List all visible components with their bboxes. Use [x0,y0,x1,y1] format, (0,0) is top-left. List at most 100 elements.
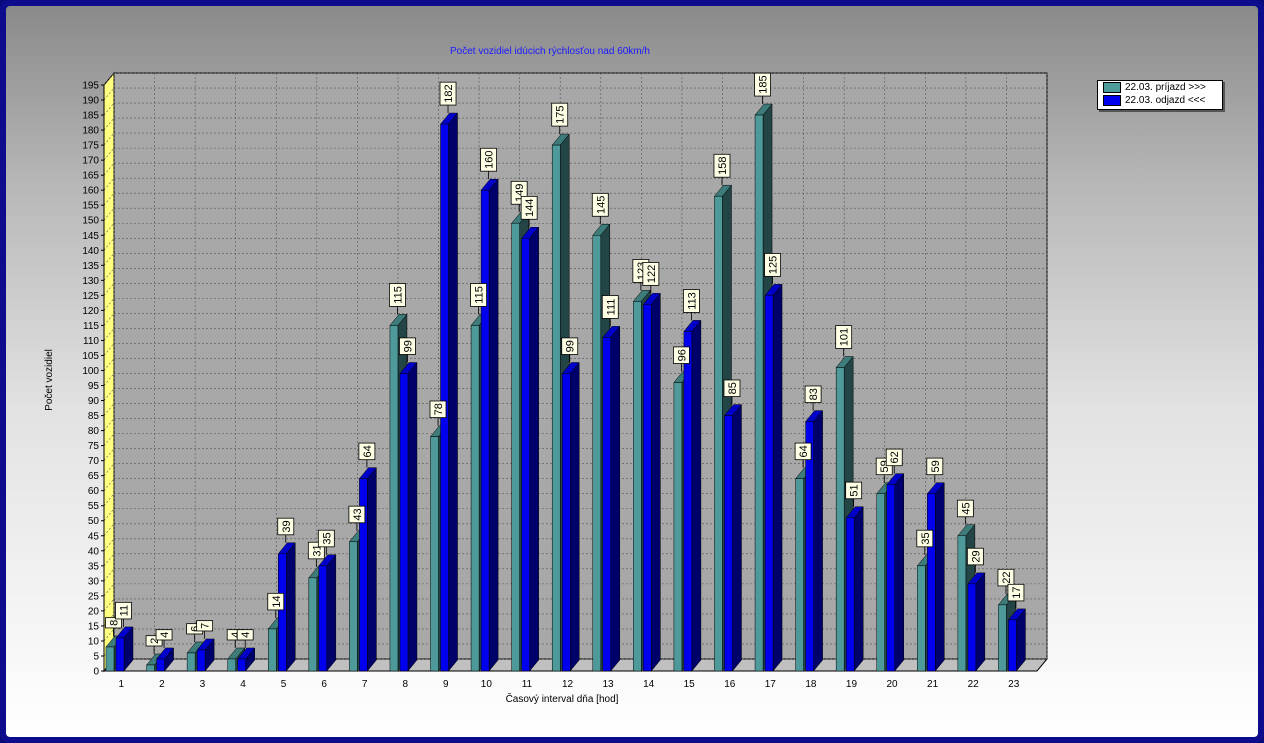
data-label-s0-4: 4 [230,632,242,638]
y-tick-label: 35 [88,561,100,572]
y-tick-label: 30 [88,576,100,587]
data-label-box [804,385,822,403]
gridline-side [103,253,115,266]
bar-s0-11 [511,222,520,672]
legend-label-arrivals: 22.03. príjazd >>> [1125,82,1206,94]
gridline-side [103,478,115,491]
x-tick-label: 8 [402,679,408,690]
data-label-box [591,192,609,217]
bar-s1-17 [764,295,774,672]
bar-s1-22 [967,583,977,672]
data-label-s0-9: 78 [433,403,445,415]
bar-side-s1-10 [488,178,499,672]
gridline-side [103,433,115,446]
y-tick-label: 40 [88,546,100,557]
gridline-side [103,538,115,551]
y-tick-label: 65 [88,471,100,482]
data-label-box [480,147,497,172]
data-label-s0-13: 145 [595,196,607,214]
gridline-side [103,177,115,191]
bar-s0-9 [430,436,439,672]
gridline-side [103,508,115,521]
x-tick-label: 12 [562,679,574,690]
data-label-s1-18: 83 [808,388,820,400]
data-label-box [358,442,376,461]
data-label-s1-3: 7 [200,623,212,629]
x-tick-label: 14 [643,679,655,690]
x-tick-label: 2 [159,679,165,690]
data-label-s1-16: 85 [727,382,739,394]
data-label-s1-19: 51 [849,484,861,496]
y-tick-label: 85 [88,411,100,422]
gridline-side [103,523,115,536]
y-tick-label: 140 [82,246,99,257]
data-label-s1-13: 111 [605,299,617,316]
data-label-box [196,620,214,632]
gridline-side [103,193,115,206]
data-label-box [885,448,903,467]
y-tick-label: 120 [82,306,99,317]
data-label-s1-15: 113 [686,292,698,310]
y-tick-label: 125 [82,291,99,302]
left-wall [103,71,115,673]
data-label-box [683,289,700,313]
bar-s0-13 [592,235,602,672]
y-tick-label: 195 [82,81,99,92]
y-tick-label: 5 [93,651,99,662]
bar-side-s1-13 [610,325,621,672]
data-label-s0-7: 43 [352,508,364,520]
bar-side-s1-18 [813,409,823,672]
bar-side-s1-5 [286,542,296,672]
y-tick-label: 60 [88,486,100,497]
y-tick-label: 160 [82,186,99,197]
y-tick-label: 135 [82,261,99,272]
data-label-s0-17: 185 [758,75,770,93]
bar-s0-6 [308,577,318,672]
y-tick-label: 80 [88,426,100,437]
data-label-s1-22: 29 [970,550,982,562]
data-label-s1-23: 17 [1011,586,1023,598]
y-tick-label: 0 [93,667,99,678]
y-tick-label: 100 [82,366,99,377]
x-tick-label: 19 [846,679,858,690]
gridline-side [103,343,115,356]
data-label-s1-12: 99 [565,340,577,352]
data-label-box [277,517,295,536]
gridline-side [103,268,115,281]
x-tick-label: 20 [886,679,898,690]
gridline-side [103,208,115,221]
legend: 22.03. príjazd >>> 22.03. odjazd <<< [1097,80,1223,110]
y-axis-label: Počet vozidiel [44,349,55,411]
data-label-box [713,153,731,178]
bar-s0-21 [917,565,926,672]
data-label-s1-4: 4 [240,632,252,638]
y-tick-label: 185 [82,111,99,122]
data-label-s0-16: 158 [717,157,729,175]
bar-s0-3 [186,652,196,672]
data-label-box [105,617,122,629]
legend-item-arrivals: 22.03. príjazd >>> [1103,82,1206,95]
data-label-box [470,283,487,307]
y-tick-label: 110 [83,336,99,347]
gridline-side [103,448,115,461]
bar-s1-14 [643,304,652,672]
gridline-side [103,553,115,567]
chart-title: Počet vozidiel idúcich rýchlosťou nad 60… [450,46,650,57]
x-tick-label: 13 [603,679,615,690]
x-tick-label: 7 [362,679,368,690]
bar-s1-7 [359,478,368,672]
bar-s0-14 [633,301,642,672]
data-label-box [835,325,853,349]
y-tick-label: 175 [82,141,99,152]
x-tick-label: 4 [240,679,246,690]
x-axis-label: Časový interval dňa [hod] [506,692,619,705]
gridline-side [103,583,115,597]
data-label-s1-2: 4 [159,632,171,638]
bar-s0-19 [835,367,845,672]
bar-s0-10 [470,325,480,672]
y-tick-label: 190 [82,96,99,107]
data-label-box [439,81,457,106]
data-label-box [155,629,173,641]
bar-s0-1 [105,646,115,672]
bar-s1-16 [724,415,733,672]
